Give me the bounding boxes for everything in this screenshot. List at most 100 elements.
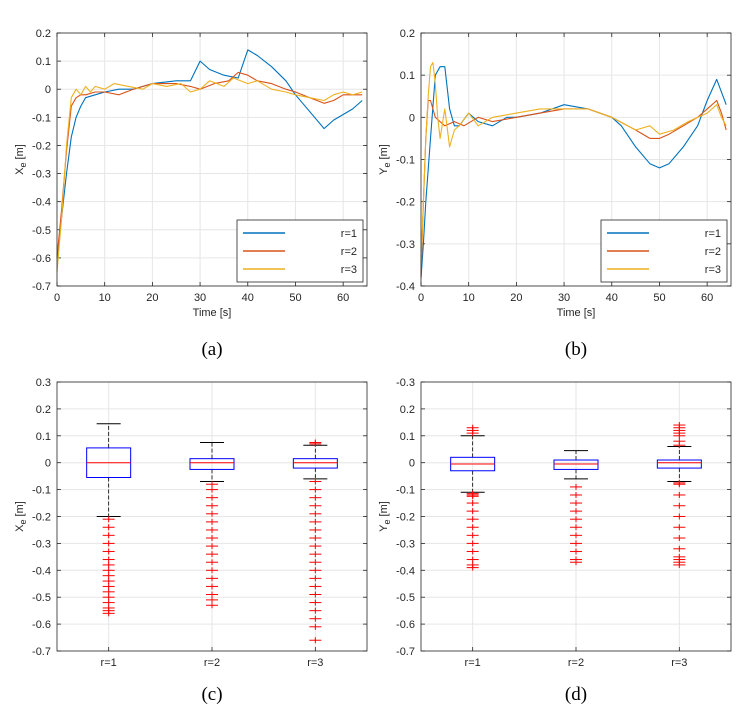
x-tick-label: 60 bbox=[337, 292, 349, 304]
legend-label: r=3 bbox=[341, 264, 357, 276]
x-tick-label: 60 bbox=[701, 292, 713, 304]
y-axis-label-subscript: e bbox=[18, 162, 28, 167]
y-tick-label: -0.3 bbox=[396, 377, 415, 389]
y-tick-label: -0.1 bbox=[32, 112, 51, 124]
x-tick-label: 30 bbox=[194, 292, 206, 304]
x-tick-label: 30 bbox=[558, 292, 570, 304]
legend-label: r=3 bbox=[705, 264, 721, 276]
y-tick-label: 0.1 bbox=[36, 431, 51, 443]
x-tick-label: 50 bbox=[289, 292, 301, 304]
y-axis-label-unit: [m] bbox=[378, 144, 390, 162]
panel-b-line-chart: (b) -0.4 -0.3 -0.2 -0.1 0 0.1 0.2 0 10 20 30 40 50 60… bbox=[378, 28, 732, 360]
y-tick-label: -0.2 bbox=[32, 140, 51, 152]
x-tick-label: r=2 bbox=[568, 657, 584, 669]
legend-label: r=1 bbox=[341, 228, 357, 240]
y-axis-label-main: X bbox=[14, 167, 26, 175]
caption-b: (b) bbox=[565, 339, 587, 360]
axes-frame bbox=[56, 32, 368, 287]
y-axis-label: Ye [m] bbox=[378, 144, 392, 175]
x-tick-label: 0 bbox=[54, 292, 60, 304]
y-tick-label: 0.1 bbox=[400, 431, 415, 443]
y-tick-label: -0.5 bbox=[32, 592, 51, 604]
panel-a-line-chart: (a) -0.7 -0.6 -0.5 -0.4 -0.3 -0.2 -0.1 0 0.1 0.2 0… bbox=[14, 28, 368, 360]
y-tick-label: 0 bbox=[45, 84, 51, 96]
y-tick-label: 0.1 bbox=[36, 56, 51, 68]
y-tick-label: -0.3 bbox=[396, 538, 415, 550]
y-axis-label-unit: [m] bbox=[378, 501, 390, 519]
y-tick-label: -0.2 bbox=[396, 512, 415, 524]
y-axis-label: Xe [m] bbox=[14, 144, 28, 175]
y-axis-label-unit: [m] bbox=[14, 501, 26, 519]
x-tick-label: 0 bbox=[418, 292, 424, 304]
y-tick-label: 0.2 bbox=[36, 404, 51, 416]
axes-frame bbox=[420, 32, 732, 287]
panel-c-box-plot: (c) -0.7 -0.6 -0.5 -0.4 -0.3 -0.2 -0.1 0 0.1 0.2 0… bbox=[14, 377, 368, 705]
y-tick-label: -0.7 bbox=[396, 646, 415, 658]
y-tick-label: -0.5 bbox=[32, 225, 51, 237]
y-tick-label: -0.2 bbox=[396, 197, 415, 209]
x-tick-label: r=1 bbox=[101, 657, 117, 669]
y-tick-label: -0.6 bbox=[396, 619, 415, 631]
axes-frame bbox=[420, 381, 732, 652]
y-tick-label: -0.2 bbox=[32, 512, 51, 524]
y-tick-label: -0.4 bbox=[396, 565, 415, 577]
y-tick-label: -0.5 bbox=[396, 592, 415, 604]
y-tick-label: 0.3 bbox=[36, 377, 51, 389]
caption-d: (d) bbox=[565, 684, 587, 705]
y-axis-label-subscript: e bbox=[18, 519, 28, 524]
axes-frame bbox=[56, 381, 368, 652]
box-iqr bbox=[553, 459, 599, 470]
x-tick-label: 10 bbox=[99, 292, 111, 304]
box-iqr bbox=[292, 458, 338, 469]
y-tick-label: 0.2 bbox=[400, 404, 415, 416]
y-axis-label: Xe [m] bbox=[14, 501, 28, 532]
x-tick-label: r=1 bbox=[465, 657, 481, 669]
y-axis-label-unit: [m] bbox=[14, 144, 26, 162]
y-axis-label-main: Y bbox=[378, 167, 390, 175]
y-tick-label: -0.4 bbox=[32, 197, 51, 209]
y-axis-label-main: Y bbox=[378, 524, 390, 532]
y-axis-label-main: X bbox=[14, 524, 26, 532]
x-tick-label: r=3 bbox=[671, 657, 687, 669]
y-tick-label: 0.2 bbox=[36, 28, 51, 40]
y-tick-label: -0.7 bbox=[32, 281, 51, 293]
y-tick-label: -0.4 bbox=[32, 565, 51, 577]
legend-label: r=2 bbox=[341, 246, 357, 258]
y-tick-label: -0.6 bbox=[32, 619, 51, 631]
series-line-r=1 bbox=[56, 49, 363, 258]
y-tick-label: -0.3 bbox=[32, 169, 51, 181]
x-tick-label: 20 bbox=[510, 292, 522, 304]
y-tick-label: 0.2 bbox=[400, 28, 415, 40]
y-tick-label: -0.1 bbox=[396, 485, 415, 497]
y-tick-label: -0.1 bbox=[396, 155, 415, 167]
y-tick-label: -0.4 bbox=[396, 281, 415, 293]
legend-label: r=1 bbox=[705, 228, 721, 240]
series-line-r=2 bbox=[420, 99, 727, 278]
y-tick-label: -0.7 bbox=[32, 646, 51, 658]
y-tick-label: -0.3 bbox=[396, 239, 415, 251]
y-tick-label: -0.3 bbox=[32, 538, 51, 550]
y-tick-label: 0 bbox=[45, 458, 51, 470]
x-tick-label: 40 bbox=[242, 292, 254, 304]
x-tick-label: r=2 bbox=[204, 657, 220, 669]
x-tick-label: r=3 bbox=[307, 657, 323, 669]
y-tick-label: -0.6 bbox=[32, 253, 51, 265]
y-axis-label-subscript: e bbox=[382, 162, 392, 167]
x-axis-label: Time [s] bbox=[557, 307, 596, 319]
y-tick-label: 0 bbox=[409, 112, 415, 124]
legend-label: r=2 bbox=[705, 246, 721, 258]
y-axis-label-subscript: e bbox=[382, 519, 392, 524]
series-line-r=3 bbox=[420, 61, 727, 265]
x-tick-label: 40 bbox=[606, 292, 618, 304]
x-tick-label: 50 bbox=[653, 292, 665, 304]
box-iqr bbox=[656, 459, 702, 469]
y-tick-label: 0 bbox=[409, 458, 415, 470]
caption-a: (a) bbox=[201, 339, 222, 360]
y-tick-label: -0.1 bbox=[32, 485, 51, 497]
y-tick-label: 0.1 bbox=[400, 70, 415, 82]
box-iqr bbox=[189, 458, 235, 470]
caption-c: (c) bbox=[201, 684, 222, 705]
x-axis-label: Time [s] bbox=[193, 307, 232, 319]
x-tick-label: 20 bbox=[146, 292, 158, 304]
